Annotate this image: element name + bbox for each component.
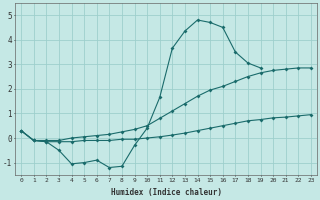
X-axis label: Humidex (Indice chaleur): Humidex (Indice chaleur): [110, 188, 221, 197]
